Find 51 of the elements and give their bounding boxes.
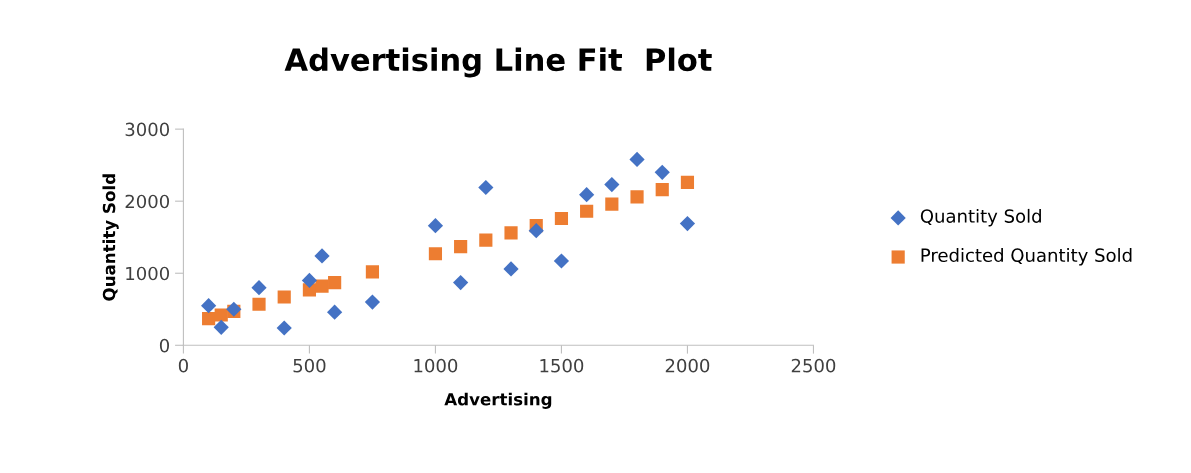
legend-label: Predicted Quantity Sold — [921, 248, 1132, 266]
point — [503, 261, 519, 277]
point — [504, 226, 518, 240]
point — [314, 248, 330, 264]
point — [553, 253, 570, 269]
y-axis-title: Quantity Sold — [102, 174, 119, 301]
point — [276, 320, 292, 336]
point — [679, 215, 696, 232]
point — [680, 175, 695, 190]
point — [580, 204, 594, 218]
x-axis-title: Advertising — [444, 392, 552, 409]
point — [428, 247, 443, 261]
x-tick-label: 2000 — [665, 358, 710, 373]
legend-label: Quantity Sold — [920, 208, 1041, 227]
point — [479, 233, 493, 247]
point — [453, 275, 469, 291]
point — [454, 239, 468, 254]
point — [604, 177, 620, 193]
point — [579, 187, 595, 203]
point — [277, 290, 291, 304]
point — [251, 280, 267, 296]
point — [554, 211, 569, 226]
point — [202, 312, 216, 326]
point — [427, 218, 444, 234]
point — [654, 164, 670, 180]
x-tick-label: 500 — [293, 358, 326, 373]
point — [605, 197, 619, 211]
point — [301, 272, 318, 289]
point — [252, 297, 266, 311]
point — [365, 265, 380, 279]
point — [655, 183, 669, 197]
point — [213, 319, 229, 335]
point — [327, 304, 343, 320]
x-tick-label: 2500 — [791, 358, 836, 373]
y-tick-label: 3000 — [125, 122, 170, 137]
x-tick-label: 0 — [178, 358, 188, 373]
point — [629, 151, 645, 167]
x-tick-label: 1000 — [414, 358, 458, 373]
point — [201, 298, 217, 314]
point — [478, 179, 494, 196]
point — [328, 276, 342, 290]
point — [214, 308, 228, 322]
point — [528, 223, 544, 239]
y-tick-label: 2000 — [125, 194, 170, 209]
x-tick-label: 1500 — [540, 358, 584, 373]
point — [315, 279, 329, 293]
chart-title: Advertising Line Fit Plot — [284, 47, 712, 78]
y-tick-label: 0 — [159, 338, 170, 353]
y-tick-label: 1000 — [126, 266, 170, 281]
point — [364, 294, 381, 310]
point — [630, 190, 644, 204]
